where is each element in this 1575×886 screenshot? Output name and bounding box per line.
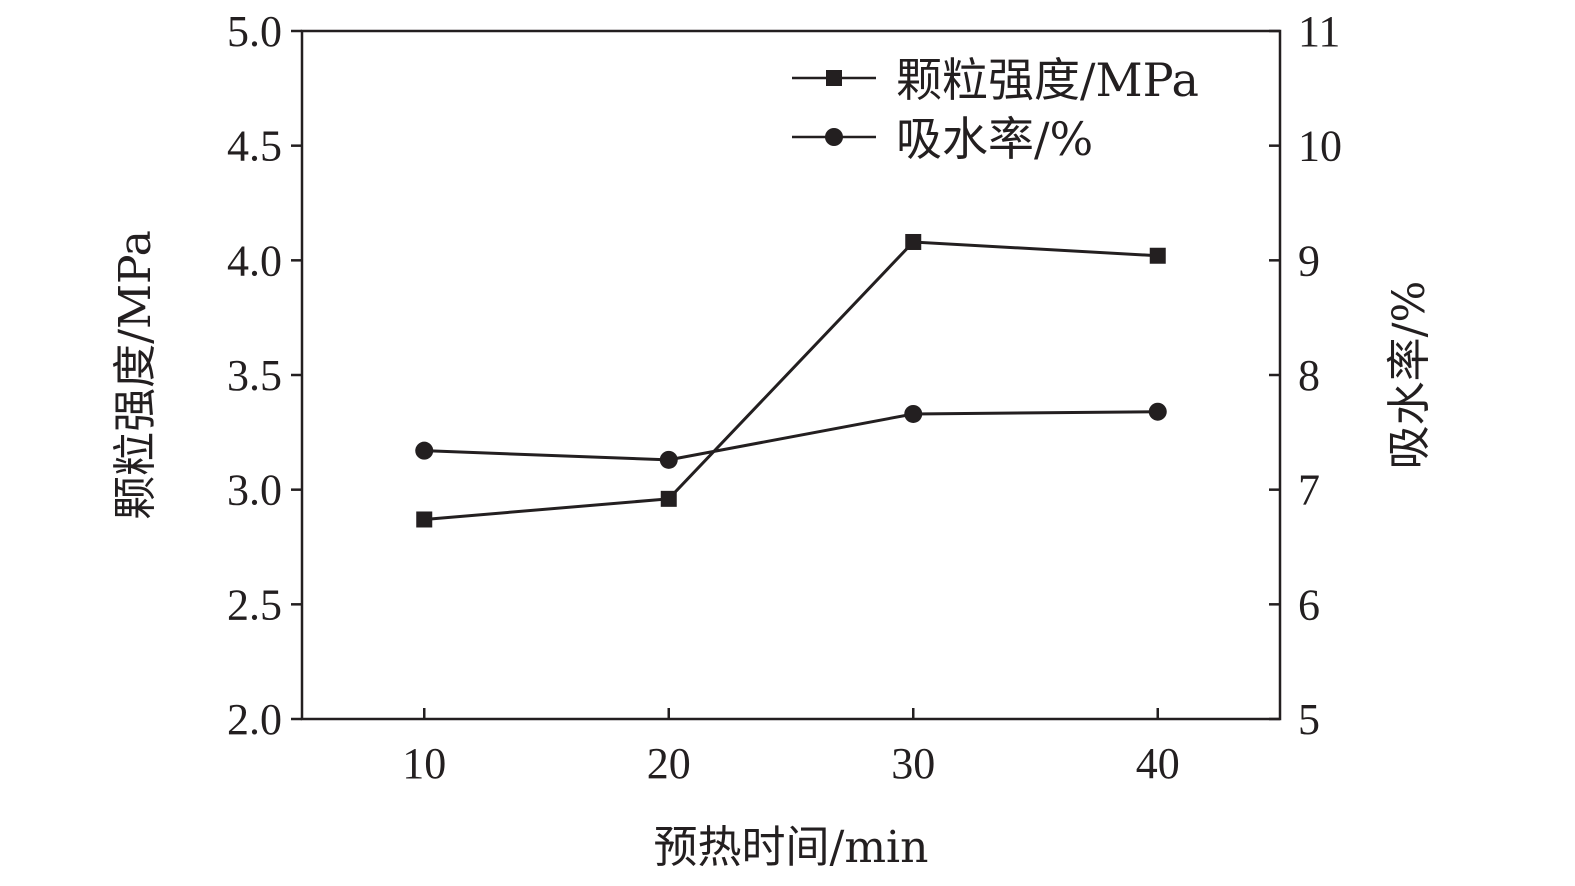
right-tick-label: 5	[1298, 695, 1320, 744]
right-tick-label: 11	[1298, 7, 1340, 56]
legend-label-absorption: 吸水率/%	[896, 112, 1093, 166]
left-tick-label: 3.0	[227, 466, 282, 515]
data-point-absorption	[415, 441, 434, 460]
left-tick-label: 4.5	[227, 122, 282, 171]
data-point-strength	[905, 233, 922, 250]
legend: 颗粒强度/MPa 吸水率/%	[792, 53, 1199, 166]
left-tick-label: 5.0	[227, 7, 282, 56]
data-point-strength	[1149, 247, 1166, 264]
left-axis-ticks: 2.0 2.5 3.0 3.5 4.0 4.5 5.0	[227, 7, 302, 744]
legend-label-strength: 颗粒强度/MPa	[896, 53, 1199, 107]
data-point-absorption	[659, 450, 678, 469]
x-tick-label: 40	[1136, 739, 1180, 788]
data-point-absorption	[904, 404, 923, 423]
left-tick-label: 2.5	[227, 580, 282, 629]
series-layer	[415, 233, 1167, 528]
right-tick-label: 10	[1298, 122, 1342, 171]
series-line-absorption	[424, 410, 1158, 462]
x-tick-label: 30	[891, 739, 935, 788]
right-tick-label: 7	[1298, 466, 1320, 515]
right-tick-label: 9	[1298, 236, 1320, 285]
left-axis-title: 颗粒强度/MPa	[110, 230, 161, 520]
right-tick-label: 8	[1298, 351, 1320, 400]
legend-square-marker	[826, 70, 842, 86]
right-axis-ticks: 5 6 7 8 9 10 11	[1269, 7, 1342, 744]
left-tick-label: 4.0	[227, 236, 282, 285]
x-tick-label: 10	[402, 739, 446, 788]
data-point-strength	[660, 490, 677, 507]
series-line-strength	[424, 240, 1158, 521]
data-point-absorption	[1148, 402, 1167, 421]
legend-circle-marker	[825, 128, 843, 146]
left-tick-label: 3.5	[227, 351, 282, 400]
x-axis-title: 预热时间/min	[654, 822, 929, 873]
x-tick-label: 20	[647, 739, 691, 788]
right-axis-title: 吸水率/%	[1384, 281, 1435, 470]
left-tick-label: 2.0	[227, 695, 282, 744]
right-tick-label: 6	[1298, 580, 1320, 629]
plot-frame	[300, 29, 1282, 721]
x-axis-ticks: 10 20 30 40	[402, 708, 1180, 788]
data-point-strength	[416, 511, 433, 528]
